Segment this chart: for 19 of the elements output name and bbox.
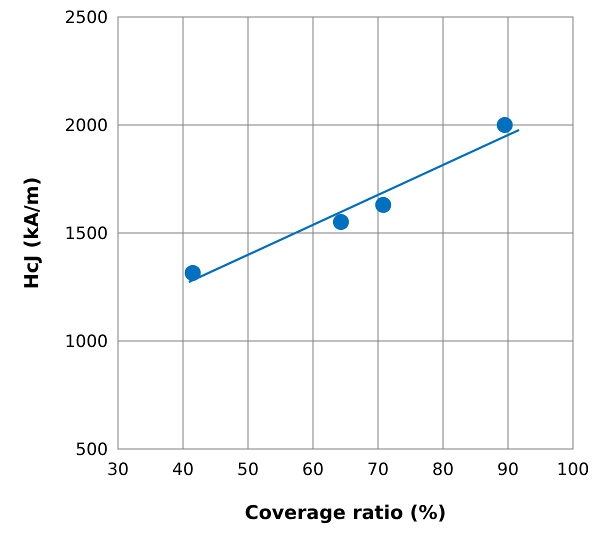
point: [332, 214, 349, 230]
x-tick-label: 100: [556, 460, 590, 480]
x-tick-label: 30: [107, 460, 129, 480]
y-axis-title: HcJ (kA/m): [21, 176, 43, 290]
x-tick-label: 80: [432, 460, 454, 480]
x-axis-title: Coverage ratio (%): [244, 502, 446, 524]
y-tick-label: 2000: [64, 116, 108, 136]
y-tick-label: 500: [76, 440, 108, 460]
x-tick-label: 90: [497, 460, 519, 480]
point: [496, 117, 513, 133]
x-tick-label: 70: [367, 460, 389, 480]
x-tick-label: 50: [237, 460, 259, 480]
y-tick-label: 1000: [64, 332, 108, 352]
point: [375, 196, 392, 213]
x-tick-label: 60: [302, 460, 324, 480]
y-tick-label: 2500: [64, 8, 108, 28]
point: [184, 264, 201, 281]
y-tick-label: 1500: [64, 224, 108, 244]
x-tick-label: 40: [172, 460, 194, 480]
